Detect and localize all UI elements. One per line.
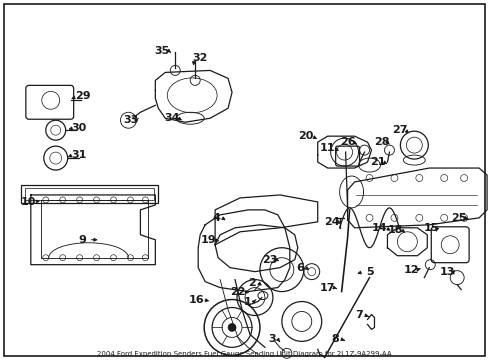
- Text: 28: 28: [373, 137, 388, 147]
- Text: 34: 34: [164, 113, 180, 123]
- Text: 31: 31: [71, 150, 86, 160]
- Text: 19: 19: [200, 235, 216, 245]
- Text: 9: 9: [79, 235, 86, 245]
- Circle shape: [227, 323, 236, 332]
- Text: 3: 3: [267, 334, 275, 345]
- Text: 2: 2: [247, 278, 255, 288]
- Text: 1: 1: [244, 297, 251, 306]
- Text: 15: 15: [423, 223, 438, 233]
- Text: 27: 27: [391, 125, 407, 135]
- Text: 12: 12: [403, 265, 418, 275]
- Text: 24: 24: [323, 217, 339, 227]
- Bar: [21, 185, 158, 203]
- Text: 32: 32: [192, 54, 207, 63]
- Text: 21: 21: [369, 157, 385, 167]
- Text: 17: 17: [319, 283, 335, 293]
- Text: 10: 10: [21, 197, 37, 207]
- Bar: [25, 188, 154, 200]
- Text: 18: 18: [387, 225, 402, 235]
- Text: 20: 20: [298, 131, 313, 141]
- Text: 2004 Ford Expedition Senders Fuel Gauge Sending Unit Diagram for 2L1Z-9A299-AA: 2004 Ford Expedition Senders Fuel Gauge …: [97, 351, 391, 357]
- Text: 7: 7: [355, 310, 363, 320]
- Text: 26: 26: [339, 137, 355, 147]
- Text: 13: 13: [439, 267, 454, 276]
- Text: 35: 35: [154, 45, 170, 55]
- Text: 4: 4: [212, 213, 220, 223]
- Text: 6: 6: [295, 263, 303, 273]
- Text: 33: 33: [122, 115, 138, 125]
- Text: 25: 25: [450, 213, 466, 223]
- Text: 14: 14: [371, 223, 386, 233]
- Text: 11: 11: [319, 143, 335, 153]
- Text: 8: 8: [331, 334, 339, 345]
- Text: 29: 29: [75, 91, 90, 101]
- Text: 22: 22: [230, 287, 245, 297]
- Text: 23: 23: [262, 255, 277, 265]
- Text: 5: 5: [365, 267, 372, 276]
- Text: 30: 30: [71, 123, 86, 133]
- Text: 16: 16: [188, 294, 203, 305]
